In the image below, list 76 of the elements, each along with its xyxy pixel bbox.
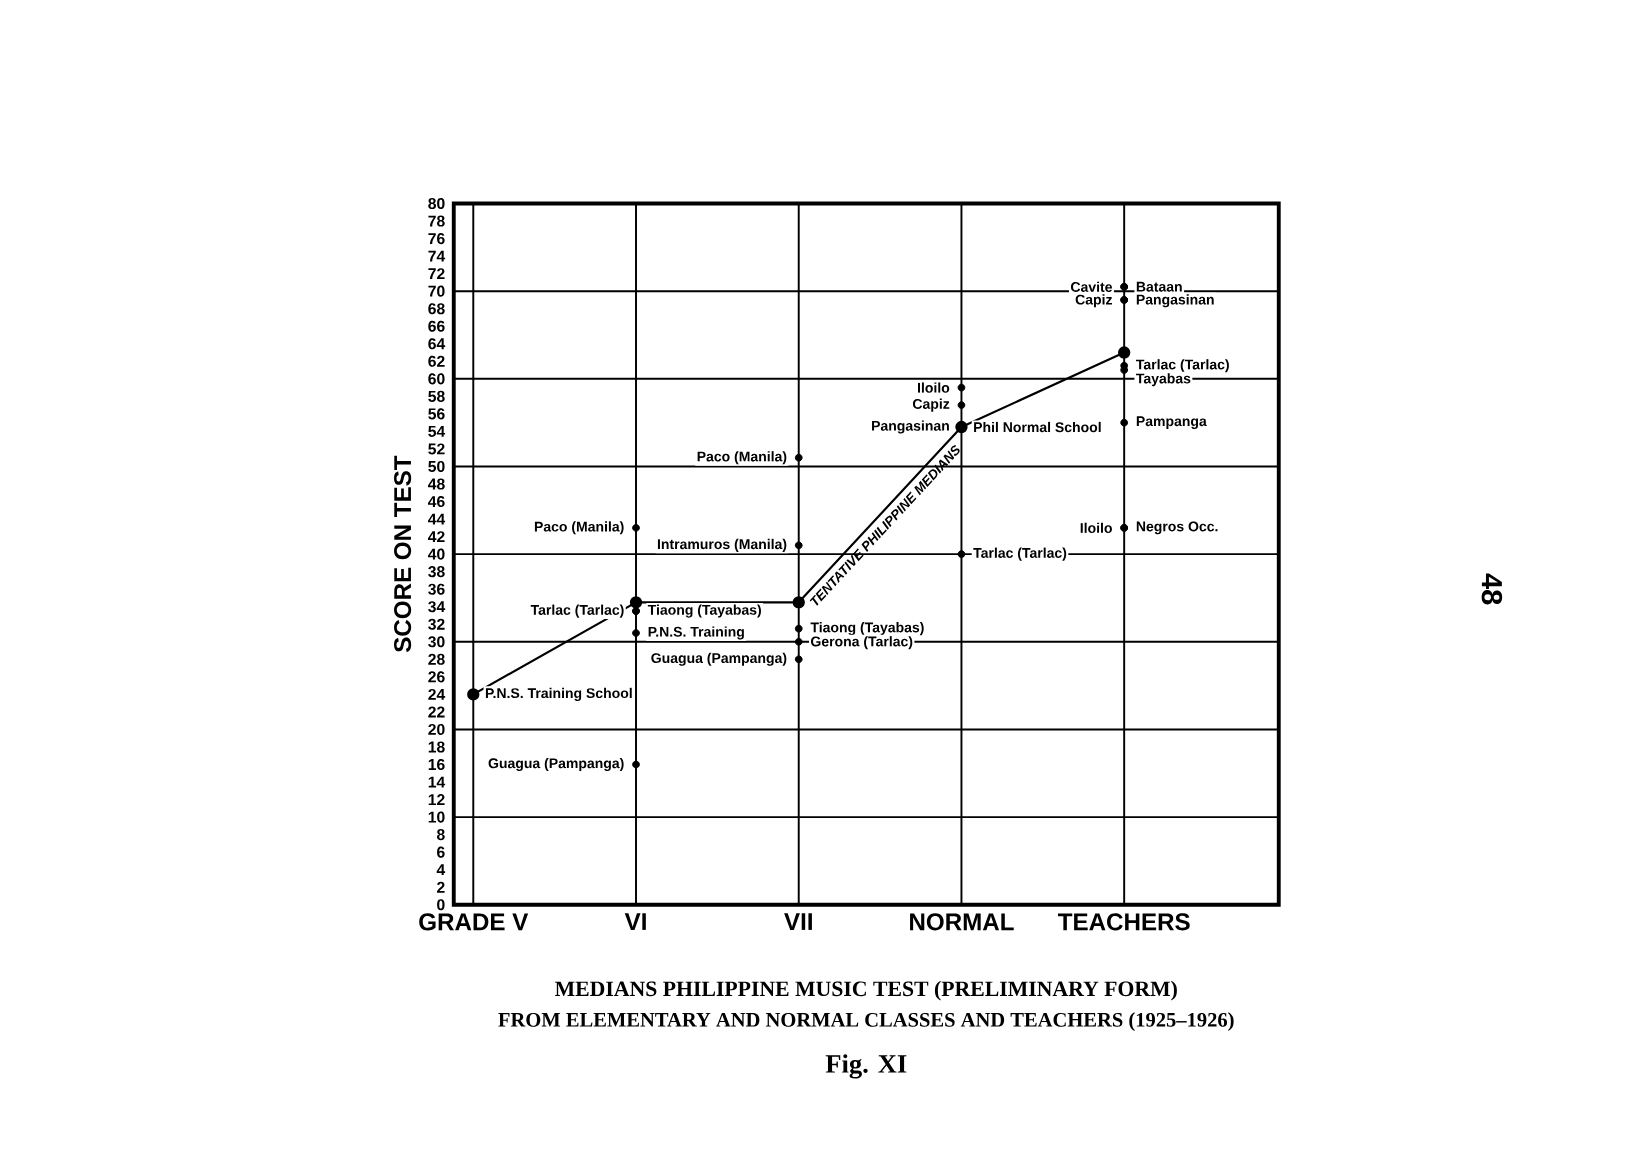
y-tick-label: 2 [437,881,445,893]
y-tick-label: 44 [427,513,446,525]
annotation: Capiz [1075,294,1112,308]
y-tick-label: 54 [428,425,446,437]
text: MEDIANS PHILIPPINE MUSIC TEST (PRELIMINARY FORM) [555,980,1177,1001]
y-tick-label: 34 [428,601,446,613]
y-tick-label: 66 [428,320,445,332]
y-tick-label: 40 [427,548,445,560]
annotation: Intramuros (Manila) [657,538,787,552]
annotation: Iloilo [1080,522,1112,533]
y-tick-label: 32 [428,618,445,630]
x-tick-label: VII [784,913,812,930]
y-tick-label: 38 [428,566,445,578]
y-tick-label: 48 [427,478,445,490]
x-tick-label: TEACHERS [1057,913,1190,931]
annotation: Guagua (Pampanga) [488,757,624,772]
annotation: Tarlac (Tarlac) [1136,359,1229,373]
y-tick-label: 64 [428,338,446,350]
annotation: Tarlac (Tarlac) [973,547,1067,561]
text: 48 [1481,573,1503,605]
y-tick-label: 0 [437,899,445,911]
y-tick-label: 4 [436,864,446,876]
y-tick-label: 28 [428,653,445,665]
y-tick-label: 60 [428,373,445,385]
y-tick-label: 76 [428,233,445,245]
annotation: Bataan [1136,281,1182,292]
annotation: P.N.S. Training [648,626,744,640]
annotation: Guagua (Pampanga) [651,652,787,666]
annotation: Paco (Manila) [534,521,624,535]
y-tick-label: 24 [428,688,446,700]
y-tick-label: 72 [428,268,445,280]
annotation: Pangasinan [872,420,949,434]
y-tick-label: 12 [428,794,445,806]
annotation: Tiaong (Tayabas) [647,604,761,618]
y-tick-label: 26 [428,671,445,683]
y-tick-label: 42 [427,531,445,543]
y-tick-label: 46 [427,495,445,508]
y-tick-label: 56 [428,408,445,420]
y-tick-label: 50 [428,460,445,473]
annotation: Phil Normal School [974,421,1101,433]
annotation: Tiaong (Tayabas) [810,622,924,636]
y-tick-label: 52 [428,443,445,455]
annotation: Negros Occ. [1136,521,1218,535]
annotation: Pampanga [1136,416,1207,429]
y-tick-label: 20 [428,723,445,735]
annotation: Gerona (Tarlac) [811,636,913,650]
text: FROM ELEMENTARY AND NORMAL CLASSES AND TEACHERS (1925–1926) [498,1012,1234,1031]
y-tick-label: 62 [428,355,445,367]
annotation: Paco (Manila) [697,451,787,465]
y-tick-label: 6 [437,846,445,858]
y-tick-label: 8 [436,829,445,841]
annotation: Iloilo [918,382,950,393]
y-axis-title: SCORE ON TEST [394,455,412,653]
y-tick-label: 74 [428,250,446,262]
y-tick-label: 14 [428,776,446,788]
text: Fig. XI [825,1054,907,1079]
y-tick-label: 30 [428,636,445,648]
annotation: Tarlac (Tarlac) [530,604,624,618]
x-tick-label: GRADE V [419,913,529,931]
y-tick-label: 10 [428,811,445,823]
x-tick-label: VI [624,913,646,930]
y-tick-label: 80 [428,197,445,210]
annotation: Capiz [912,398,950,412]
y-tick-label: 78 [428,215,445,227]
y-tick-label: 18 [428,741,445,753]
y-tick-label: 16 [428,758,445,771]
y-tick-label: 58 [428,390,445,402]
y-tick-label: 36 [428,583,445,595]
annotation: P.N.S. Training School [485,687,632,701]
annotation: Pangasinan [1136,294,1214,308]
y-tick-label: 22 [428,706,445,718]
x-tick-label: NORMAL [910,913,1014,931]
y-tick-label: 70 [428,285,445,297]
annotation: Tayabas [1136,373,1191,387]
annotation: Cavite [1070,281,1112,292]
y-tick-label: 68 [428,303,445,315]
